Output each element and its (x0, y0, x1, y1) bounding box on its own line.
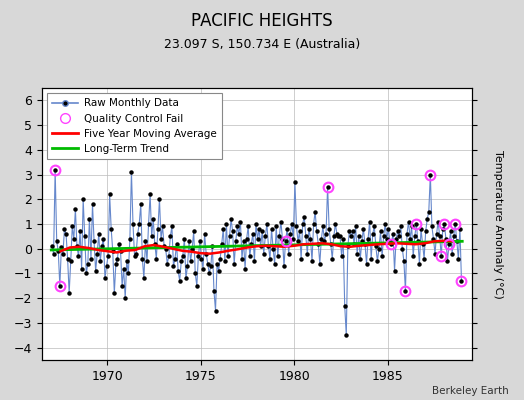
Text: 23.097 S, 150.734 E (Australia): 23.097 S, 150.734 E (Australia) (164, 38, 360, 51)
Text: PACIFIC HEIGHTS: PACIFIC HEIGHTS (191, 12, 333, 30)
Legend: Raw Monthly Data, Quality Control Fail, Five Year Moving Average, Long-Term Tren: Raw Monthly Data, Quality Control Fail, … (47, 93, 222, 159)
Y-axis label: Temperature Anomaly (°C): Temperature Anomaly (°C) (493, 150, 503, 298)
Text: Berkeley Earth: Berkeley Earth (432, 386, 508, 396)
